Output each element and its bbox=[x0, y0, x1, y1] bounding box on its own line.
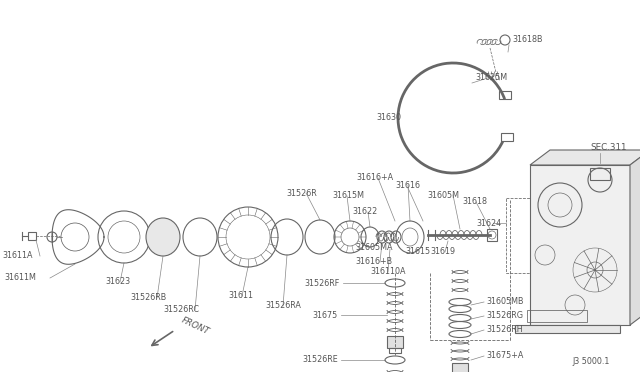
Bar bbox=[506, 198, 544, 273]
Text: 31605MB: 31605MB bbox=[486, 298, 524, 307]
Text: FRONT: FRONT bbox=[180, 315, 211, 336]
Text: 31615M: 31615M bbox=[332, 192, 364, 201]
Text: 31616+B: 31616+B bbox=[355, 257, 392, 266]
Text: 31616: 31616 bbox=[395, 180, 420, 189]
Bar bbox=[387, 336, 403, 348]
Text: 31611M: 31611M bbox=[4, 273, 36, 282]
Text: 31622: 31622 bbox=[352, 208, 377, 217]
Bar bbox=[487, 229, 497, 241]
Text: 31619: 31619 bbox=[430, 247, 455, 257]
Text: 31611A: 31611A bbox=[2, 251, 33, 260]
Text: 31618B: 31618B bbox=[512, 35, 543, 45]
Bar bbox=[515, 325, 620, 333]
Text: 31625M: 31625M bbox=[475, 74, 507, 83]
Text: 31526R: 31526R bbox=[286, 189, 317, 198]
Text: 31526RF: 31526RF bbox=[305, 279, 340, 288]
Text: 31605M: 31605M bbox=[427, 190, 459, 199]
Text: 31675: 31675 bbox=[313, 311, 338, 320]
Polygon shape bbox=[630, 150, 640, 325]
Text: 31526RE: 31526RE bbox=[302, 356, 338, 365]
Bar bbox=[452, 363, 468, 372]
Text: 31623: 31623 bbox=[105, 278, 130, 286]
Bar bbox=[590, 168, 610, 180]
Text: 31526RB: 31526RB bbox=[130, 294, 166, 302]
Text: 31611: 31611 bbox=[228, 292, 253, 301]
Text: 31675+A: 31675+A bbox=[486, 352, 524, 360]
Bar bbox=[389, 348, 401, 353]
Text: 31526RG: 31526RG bbox=[486, 311, 523, 321]
Text: J3 5000.1: J3 5000.1 bbox=[572, 357, 609, 366]
Bar bbox=[530, 165, 630, 325]
Text: 31605MA: 31605MA bbox=[355, 244, 392, 253]
Text: 31630: 31630 bbox=[376, 113, 401, 122]
Text: 31526RC: 31526RC bbox=[163, 305, 199, 314]
Text: 316110A: 316110A bbox=[370, 267, 406, 276]
Bar bbox=[28, 232, 36, 240]
Text: 31615: 31615 bbox=[405, 247, 430, 257]
Text: SEC.311: SEC.311 bbox=[590, 144, 627, 153]
Bar bbox=[500, 133, 513, 141]
Text: 31624: 31624 bbox=[476, 218, 501, 228]
Text: 31616+A: 31616+A bbox=[356, 173, 393, 183]
Text: 31526RA: 31526RA bbox=[265, 301, 301, 311]
Text: 31526RH: 31526RH bbox=[486, 326, 523, 334]
Bar bbox=[527, 310, 587, 322]
Text: 31618: 31618 bbox=[462, 198, 487, 206]
Ellipse shape bbox=[146, 218, 180, 256]
Polygon shape bbox=[530, 150, 640, 165]
Bar bbox=[499, 91, 511, 99]
